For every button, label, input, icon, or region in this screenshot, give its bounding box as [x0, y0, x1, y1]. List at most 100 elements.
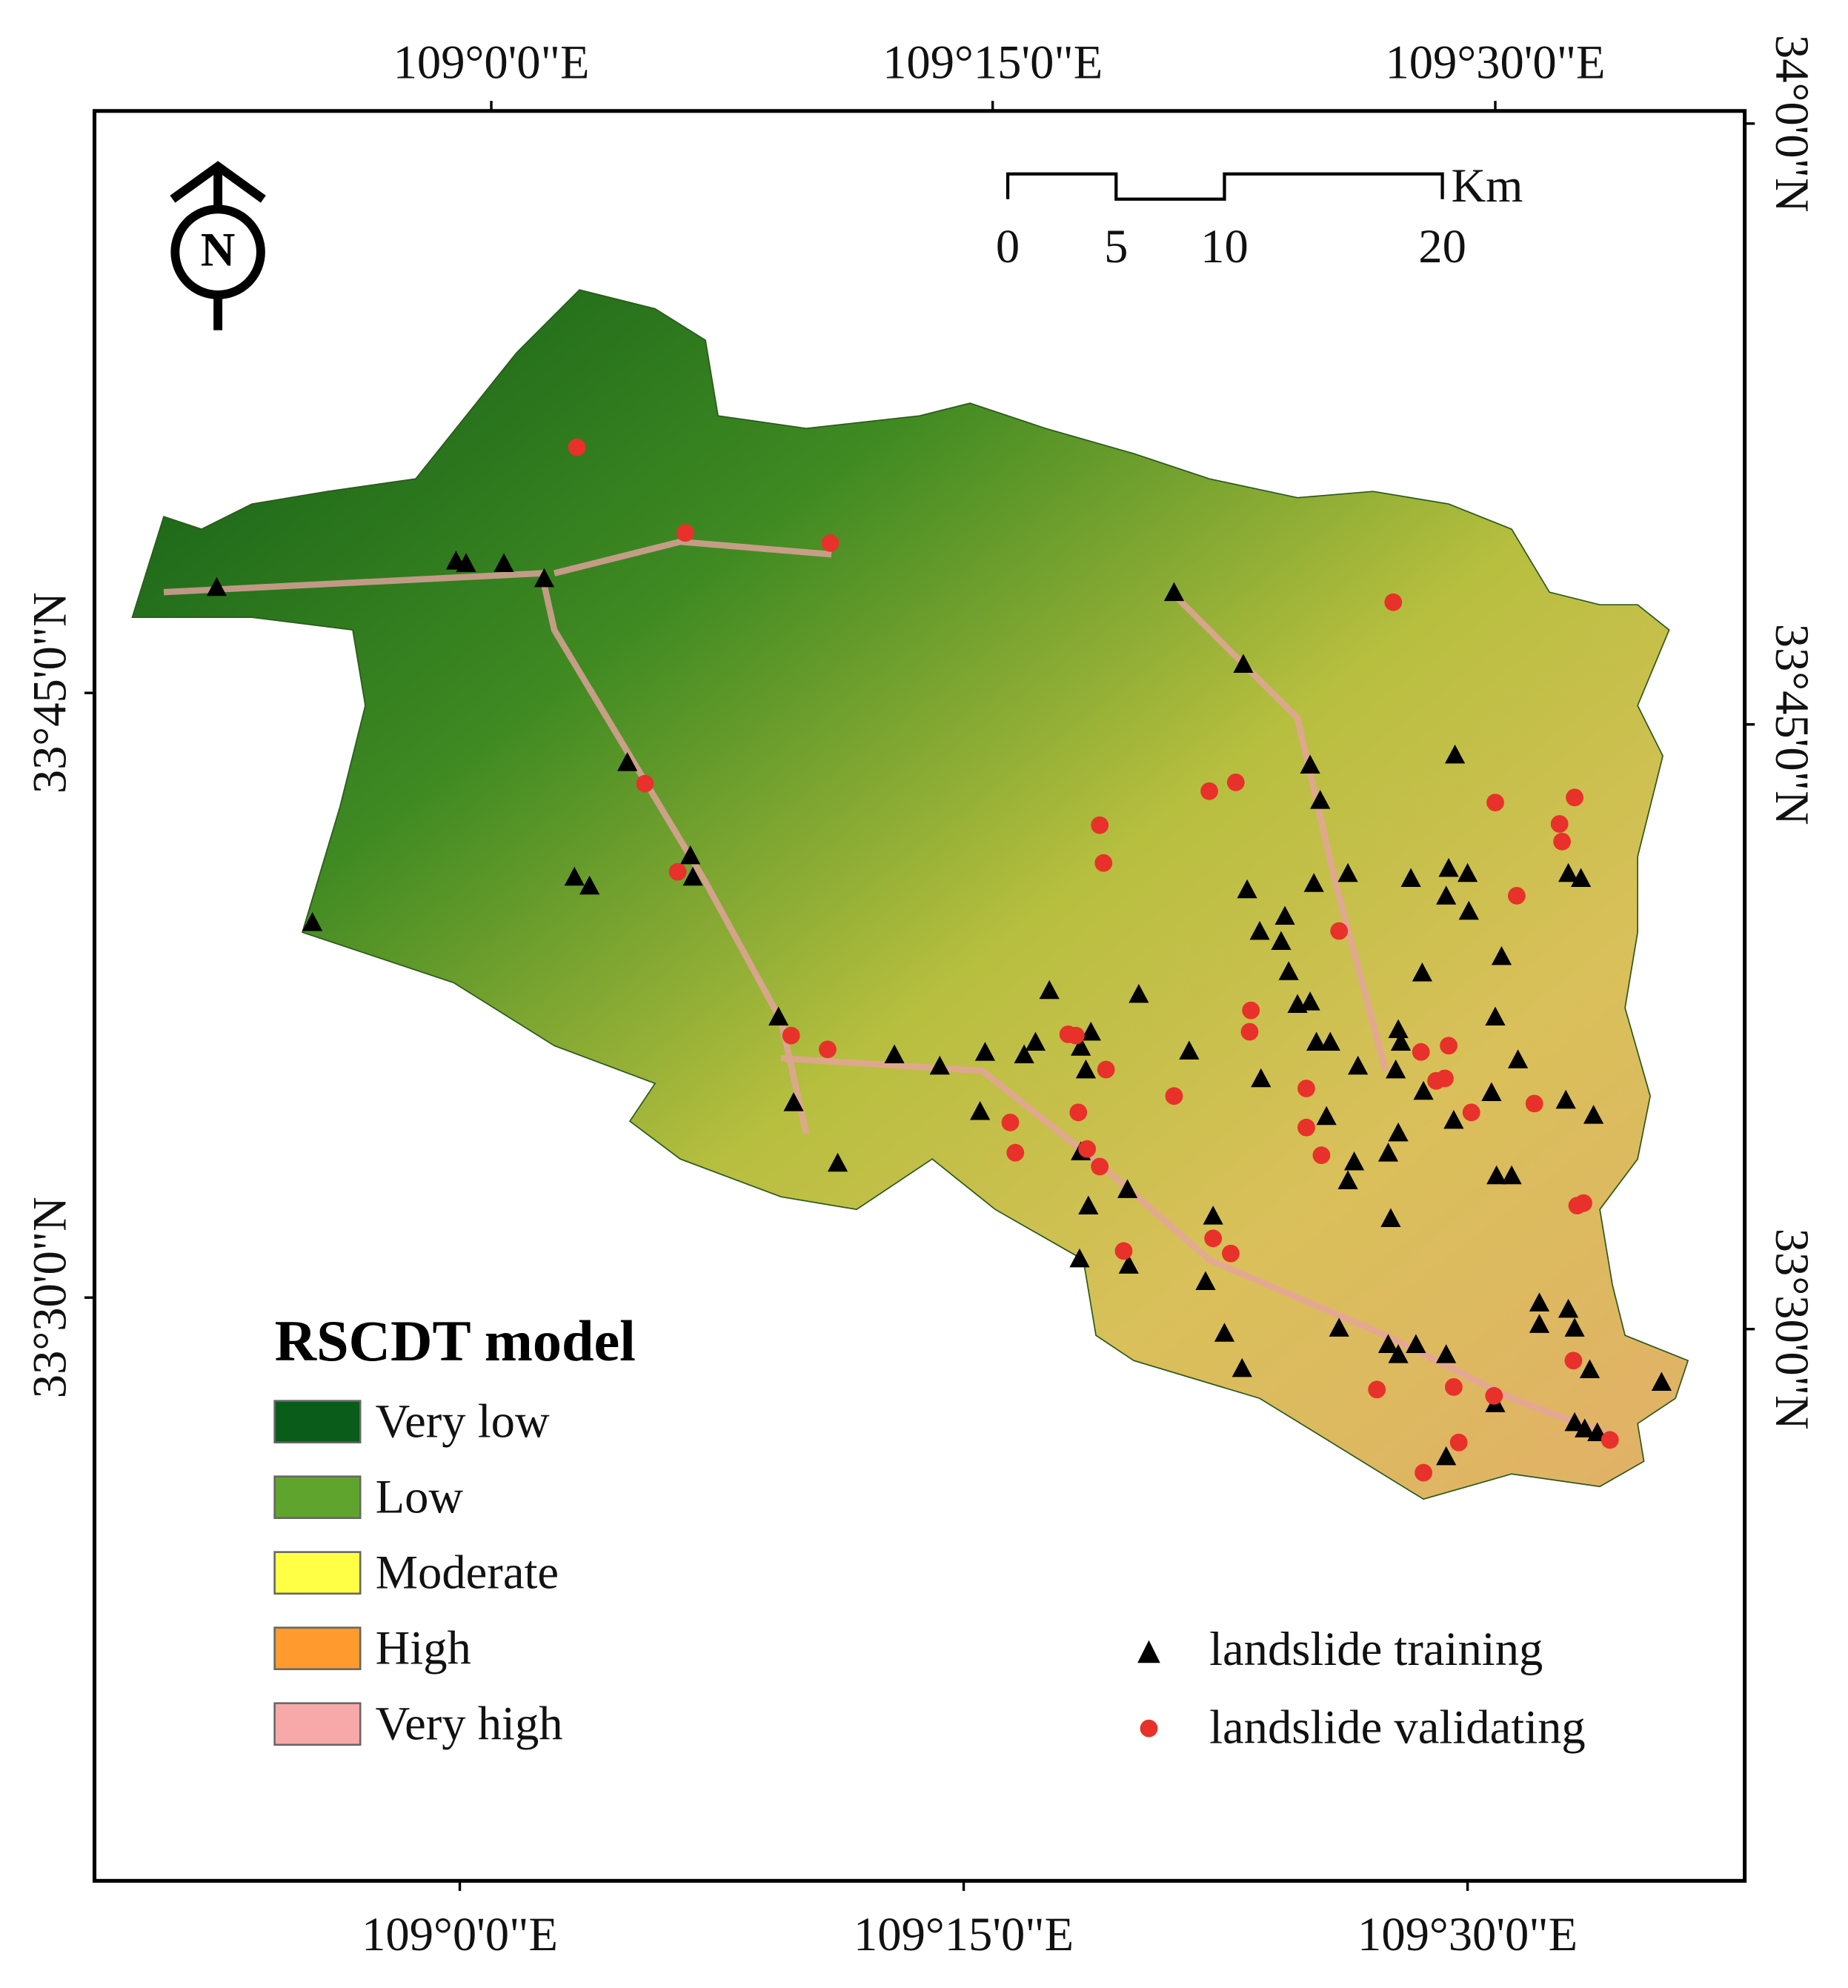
training-point: [1444, 744, 1466, 764]
right-label: 33°45'0"N: [1766, 624, 1819, 825]
scale-bar: [1006, 172, 1444, 201]
legend-swatch: [273, 1475, 362, 1520]
training-point: [1300, 991, 1320, 1011]
training-point: [1320, 1031, 1340, 1051]
validating-point: [1091, 1157, 1109, 1176]
training-point: [1329, 1317, 1349, 1337]
training-point: [1481, 1082, 1502, 1102]
scale-label: 5: [1104, 219, 1128, 273]
validating-point: [1001, 1114, 1020, 1131]
validating-point: [676, 524, 694, 542]
training-point: [1583, 1105, 1604, 1124]
training-point: [1337, 1170, 1358, 1190]
training-point: [783, 1092, 804, 1111]
training-point: [1337, 862, 1358, 882]
training-point: [1390, 1031, 1412, 1051]
training-point: [1570, 868, 1592, 887]
training-point: [1436, 1344, 1457, 1363]
legend-title: RSCDT model: [275, 1309, 636, 1373]
training-point: [768, 1006, 789, 1026]
training-point: [1529, 1292, 1550, 1312]
training-point: [302, 911, 323, 931]
training-point: [1507, 1049, 1529, 1068]
validating-point: [1601, 1431, 1619, 1449]
training-point: [1316, 1106, 1337, 1126]
training-point: [1501, 1165, 1522, 1185]
left-label: 33°30'0"N: [22, 1197, 76, 1398]
training-point: [1233, 654, 1254, 673]
training-point: [1078, 1195, 1099, 1215]
training-point: [1412, 962, 1432, 982]
validating-point: [1312, 1146, 1331, 1165]
training-point: [1343, 1151, 1365, 1171]
legend-label: Very high: [376, 1696, 563, 1749]
training-point: [827, 1152, 848, 1172]
scale-label: 20: [1418, 219, 1466, 273]
bottom-label: 109°0'0"E: [362, 1907, 558, 1961]
validating-point: [1097, 1060, 1115, 1079]
training-point: [1039, 980, 1060, 1000]
validating-point: [1091, 816, 1109, 834]
training-point: [1348, 1055, 1369, 1075]
training-point: [1564, 1317, 1585, 1337]
legend-label: Moderate: [376, 1545, 559, 1598]
training-point: [929, 1055, 950, 1075]
validating-point: [1368, 1380, 1386, 1399]
training-point: [884, 1044, 905, 1064]
training-point: [1306, 1031, 1327, 1051]
training-point: [493, 553, 514, 572]
training-point: [1249, 920, 1270, 940]
legend-label: landslide training: [1209, 1622, 1543, 1675]
validating-point: [1575, 1194, 1592, 1212]
validating-point: [1240, 1023, 1259, 1041]
training-point: [1651, 1372, 1672, 1392]
validating-point: [1297, 1118, 1315, 1137]
validating-point: [1114, 1242, 1133, 1260]
training-point: [456, 553, 476, 572]
training-point: [1071, 1037, 1091, 1056]
training-point: [1555, 1089, 1576, 1109]
legend-swatch: [273, 1551, 362, 1595]
validating-point: [1525, 1094, 1543, 1113]
north-arrow: [170, 161, 266, 330]
training-point: [1388, 1019, 1409, 1039]
training-point: [1377, 1334, 1399, 1354]
validating-point: [1204, 1229, 1223, 1248]
training-point: [1118, 1254, 1139, 1274]
training-point: [1579, 1359, 1601, 1379]
validating-point: [1449, 1433, 1468, 1452]
validating-point: [1553, 832, 1571, 851]
validating-point: [1094, 854, 1113, 872]
training-point: [1558, 862, 1579, 882]
training-point: [1485, 1006, 1506, 1026]
training-point: [1278, 961, 1299, 980]
training-point: [1388, 1344, 1409, 1363]
training-point: [1486, 1165, 1507, 1185]
left-label: 33°45'0"N: [22, 592, 76, 794]
training-point: [1438, 857, 1459, 877]
training-point: [1491, 945, 1512, 965]
validating-point: [1330, 922, 1349, 940]
validating-point: [1242, 1001, 1260, 1020]
training-point: [970, 1101, 991, 1120]
validating-symbol: [1140, 1719, 1158, 1738]
training-point: [1274, 905, 1295, 925]
training-point: [1014, 1044, 1034, 1064]
validating-point: [1462, 1103, 1480, 1122]
training-point: [564, 866, 585, 886]
training-point: [1575, 1418, 1595, 1437]
legend: Very low Low Moderate High Very high: [273, 1394, 563, 1749]
validating-point: [1297, 1080, 1315, 1097]
training-point: [206, 576, 227, 596]
training-point: [1443, 1109, 1464, 1129]
training-point: [617, 752, 638, 771]
validating-point: [1486, 794, 1504, 811]
training-point: [1075, 1059, 1097, 1079]
top-label: 109°15'0"E: [883, 36, 1103, 89]
validating-point: [1412, 1043, 1430, 1061]
validating-point: [819, 1040, 837, 1059]
training-point: [1564, 1412, 1585, 1432]
training-point: [1388, 1122, 1409, 1142]
validating-point: [1078, 1140, 1097, 1158]
